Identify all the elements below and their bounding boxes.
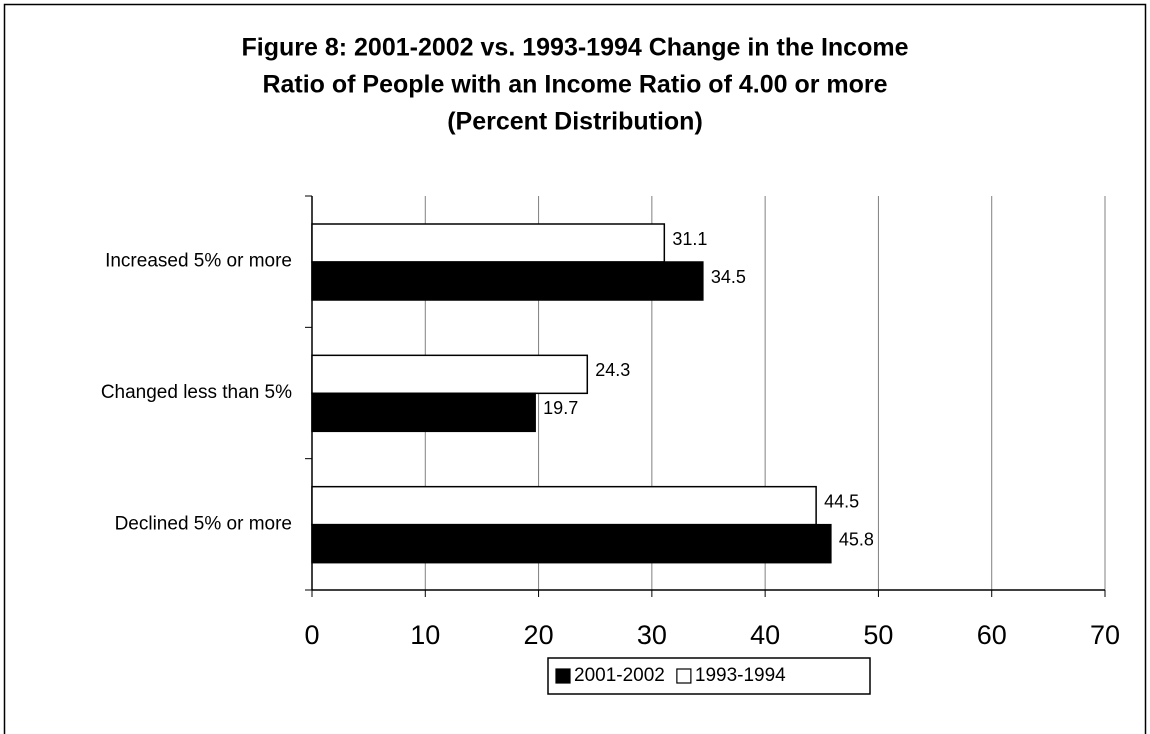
data-label: 19.7 [543, 398, 578, 418]
chart-title: Figure 8: 2001-2002 vs. 1993-1994 Change… [242, 34, 909, 62]
legend-label: 1993-1994 [695, 665, 786, 686]
legend-label: 2001-2002 [574, 665, 665, 686]
legend-box [547, 657, 871, 695]
bar [311, 485, 817, 526]
legend-swatch [676, 668, 692, 684]
bar [311, 261, 704, 301]
x-tick-label: 0 [304, 620, 319, 650]
x-tick-label: 20 [524, 620, 554, 650]
y-tick-label: Increased 5% or more [105, 251, 292, 272]
y-tick-label: Changed less than 5% [101, 382, 292, 403]
x-tick-label: 50 [863, 620, 893, 650]
bar [311, 392, 536, 433]
data-label: 24.3 [595, 360, 630, 380]
legend-swatch [555, 668, 571, 684]
x-tick-label: 40 [750, 620, 780, 650]
x-tick-label: 30 [637, 620, 667, 650]
x-tick-label: 10 [410, 620, 440, 650]
data-label: 31.1 [672, 229, 707, 249]
bar [311, 354, 589, 395]
chart-title: (Percent Distribution) [447, 108, 703, 136]
data-label: 44.5 [824, 491, 859, 511]
data-label: 34.5 [711, 267, 746, 287]
y-tick-label: Declined 5% or more [115, 513, 292, 534]
bar [311, 223, 666, 263]
data-label: 45.8 [839, 529, 874, 549]
x-tick-label: 70 [1090, 620, 1120, 650]
chart-title: Ratio of People with an Income Ratio of … [262, 71, 887, 99]
bar [311, 523, 832, 564]
x-tick-label: 60 [977, 620, 1007, 650]
